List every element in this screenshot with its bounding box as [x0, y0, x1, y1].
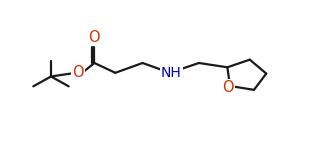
Text: O: O — [89, 30, 100, 45]
Text: O: O — [73, 65, 84, 80]
Text: NH: NH — [161, 66, 181, 80]
Text: O: O — [222, 80, 234, 95]
